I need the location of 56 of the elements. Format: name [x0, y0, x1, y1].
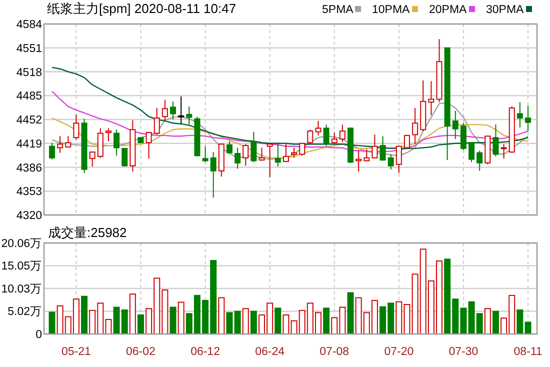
bar — [347, 292, 354, 334]
chart-title: 纸浆主力[spm] 2020-08-11 10:47 — [47, 1, 236, 16]
y-tick-label: 4584 — [16, 19, 43, 31]
chart-title: 成交量:25982 — [48, 225, 127, 240]
legend-label: 20PMA — [429, 4, 468, 16]
candlestick — [57, 136, 64, 154]
legend-label: 30PMA — [486, 4, 524, 16]
candlestick — [210, 152, 216, 198]
y-tick-label: 4320 — [16, 210, 42, 222]
x-tick-label: 06-02 — [126, 346, 156, 358]
y-tick-label: 4485 — [16, 90, 42, 103]
bar — [323, 308, 330, 334]
bar — [250, 310, 257, 334]
candlestick — [412, 107, 418, 145]
y-tick-label: 4353 — [16, 186, 42, 198]
bar — [48, 312, 56, 334]
x-tick-label: 07-30 — [448, 346, 478, 358]
candlestick — [525, 105, 531, 132]
x-tick-label: 06-24 — [255, 346, 286, 358]
bar — [226, 312, 233, 334]
bar — [218, 297, 225, 334]
candlestick — [186, 106, 192, 126]
x-tick-label: 08-11 — [514, 346, 542, 358]
bar — [492, 310, 499, 334]
bar — [234, 310, 241, 334]
y-tick-label: 4551 — [16, 42, 42, 55]
bar — [137, 314, 144, 334]
candlestick — [516, 102, 523, 128]
bar — [282, 314, 290, 334]
candlestick — [452, 110, 458, 140]
bar — [524, 322, 532, 334]
candlestick — [274, 142, 281, 168]
bar — [274, 308, 282, 334]
bar — [516, 309, 524, 334]
y-tick-label: 4518 — [16, 66, 42, 79]
candlestick — [428, 80, 434, 116]
y-tick-label: 20.06万 — [1, 237, 42, 250]
bar — [129, 294, 136, 334]
legend-label: 5PMA — [322, 4, 354, 16]
bar — [81, 296, 88, 334]
x-tick-label: 06-12 — [190, 346, 220, 358]
y-tick-label: 4452 — [16, 114, 42, 126]
bar — [178, 302, 184, 334]
y-tick-label: 4419 — [16, 138, 42, 150]
y-tick-label: 10.03万 — [1, 282, 42, 296]
y-tick-label: 15.05万 — [1, 260, 42, 273]
bar — [484, 308, 491, 334]
y-tick-label: 5.02万 — [8, 305, 42, 318]
x-tick-label: 05-21 — [61, 346, 91, 358]
y-tick-label: 0 — [36, 329, 42, 341]
y-tick-label: 4386 — [16, 162, 42, 174]
x-tick-label: 07-20 — [384, 346, 414, 358]
bar — [170, 306, 176, 334]
legend-label: 10PMA — [372, 4, 410, 16]
x-tick-label: 07-08 — [320, 346, 350, 358]
bar — [242, 308, 249, 334]
